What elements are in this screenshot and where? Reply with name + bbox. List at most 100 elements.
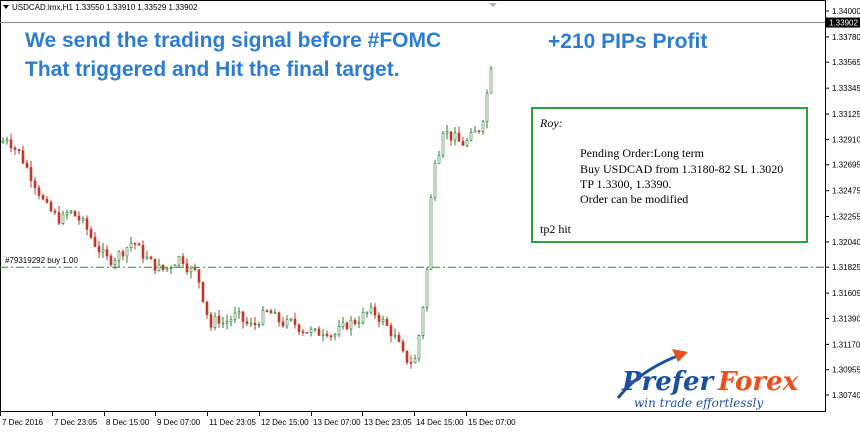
y-tick-label: 1.32255 <box>832 213 860 222</box>
x-tick-label: 14 Dec 15:00 <box>416 418 464 427</box>
current-price-label: 1.33902 <box>829 19 858 28</box>
y-tick-label: 1.30955 <box>832 366 860 375</box>
candle-body <box>29 167 33 181</box>
note-line: Pending Order:Long term <box>580 146 705 160</box>
candle-body <box>33 180 37 189</box>
candle-body <box>261 310 265 325</box>
y-tick-label: 1.31170 <box>832 340 860 349</box>
logo-prefer: Prefer <box>621 367 716 397</box>
candle-body <box>325 333 329 337</box>
candle-body <box>273 312 277 314</box>
candle-body <box>181 256 185 264</box>
y-tick-label: 1.32040 <box>832 238 860 247</box>
candle-body <box>21 150 25 164</box>
candle-body <box>61 213 65 224</box>
y-tick-label: 1.34000 <box>832 7 860 16</box>
candle-body <box>329 335 333 338</box>
candle-body <box>109 255 113 265</box>
candle-body <box>73 210 77 217</box>
candle-body <box>245 321 249 324</box>
candle-body <box>301 331 305 333</box>
candle-body <box>313 328 317 331</box>
logo-forex: Forex <box>717 367 799 397</box>
candle-body <box>169 267 173 269</box>
y-tick-label: 1.33345 <box>832 84 860 93</box>
candle-body <box>321 333 325 336</box>
candle-body <box>385 319 389 326</box>
x-tick-label: 9 Dec 07:00 <box>157 418 201 427</box>
candle-body <box>69 210 73 213</box>
x-tick-label: 11 Dec 23:05 <box>209 418 257 427</box>
candle-body <box>137 243 141 246</box>
candle-body <box>17 149 21 151</box>
candle-body <box>369 306 373 313</box>
candle-body <box>213 315 217 328</box>
candle-body <box>225 320 229 324</box>
candle-body <box>445 131 449 134</box>
candle-body <box>461 141 465 146</box>
x-tick-label: 8 Dec 15:00 <box>106 418 150 427</box>
candle-body <box>105 249 109 257</box>
shift-marker-icon[interactable] <box>489 3 497 7</box>
candle-body <box>233 312 237 320</box>
candle-body <box>377 314 381 322</box>
candle-body <box>457 132 461 142</box>
candle-body <box>205 301 209 315</box>
candle-body <box>309 329 313 333</box>
candle-body <box>57 212 61 224</box>
candle-body <box>485 92 489 123</box>
candle-body <box>209 314 213 328</box>
collapse-arrow-icon[interactable] <box>3 5 9 9</box>
candle-body <box>237 311 241 314</box>
candle-body <box>81 218 85 221</box>
candle-body <box>417 335 421 359</box>
logo-arrow-icon <box>672 349 688 362</box>
candle-body <box>365 311 369 314</box>
candle-body <box>93 237 97 247</box>
candle-body <box>25 162 29 168</box>
note-author: Roy: <box>539 116 563 130</box>
candle-body <box>49 201 53 212</box>
candle-body <box>201 281 205 302</box>
signal-note-box <box>531 107 808 243</box>
candle-body <box>65 212 69 215</box>
candle-body <box>337 326 341 335</box>
headline-line1: We send the trading signal before #FOMC <box>25 29 441 52</box>
candle-body <box>185 263 189 273</box>
candle-body <box>357 322 361 325</box>
candle-body <box>333 334 337 337</box>
candle-body <box>429 197 433 270</box>
candle-body <box>221 322 225 325</box>
note-line: TP 1.3300, 1.3390. <box>580 177 672 191</box>
preferforex-logo: Prefer Forex win trade effortlessly <box>616 349 799 410</box>
y-tick-label: 1.31390 <box>832 314 860 323</box>
candle-body <box>269 310 273 314</box>
note-status: tp2 hit <box>540 222 572 236</box>
candle-body <box>5 139 9 142</box>
candle-body <box>389 325 393 337</box>
candle-body <box>361 312 365 323</box>
y-tick-label: 1.31605 <box>832 289 860 298</box>
candle-body <box>397 334 401 342</box>
candle-body <box>253 322 257 326</box>
y-tick-label: 1.32910 <box>832 135 860 144</box>
candle-body <box>425 269 429 308</box>
price-axis: 1.34000 1.33780 1.33565 1.33345 1.33125 1.329… <box>825 7 860 400</box>
y-tick-label: 1.33565 <box>832 58 860 67</box>
candle-body <box>1 140 5 144</box>
candle-body <box>177 256 181 266</box>
candle-body <box>401 341 405 352</box>
candle-body <box>157 264 161 271</box>
y-tick-label: 1.32695 <box>832 161 860 170</box>
y-tick-label: 1.32475 <box>832 187 860 196</box>
candle-body <box>453 132 457 141</box>
order-line-label: #79319292 buy 1.00 <box>5 256 79 265</box>
candle-body <box>449 131 453 141</box>
candle-body <box>197 269 201 283</box>
candle-body <box>349 319 353 330</box>
candle-body <box>281 321 285 327</box>
candle-body <box>37 187 41 196</box>
x-tick-label: 7 Dec 23:05 <box>54 418 98 427</box>
candle-body <box>165 268 169 270</box>
